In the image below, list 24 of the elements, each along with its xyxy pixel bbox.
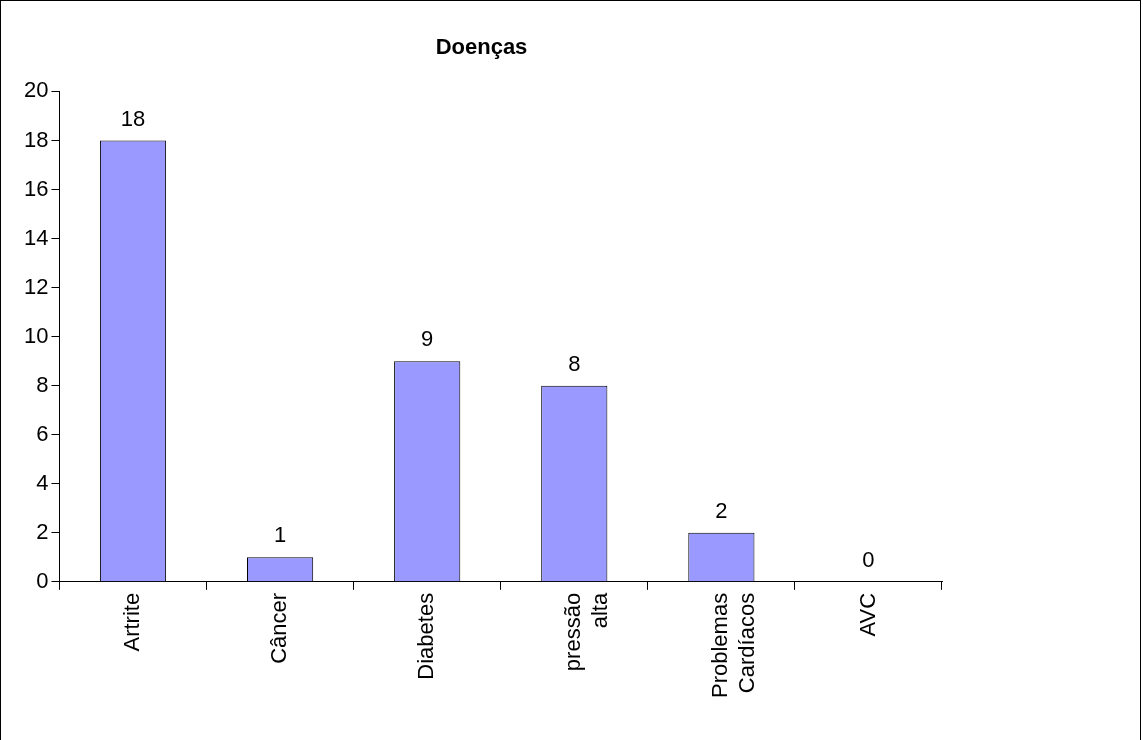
x-tick-label: Artrite xyxy=(119,592,145,652)
y-tick-label: 14 xyxy=(23,224,49,250)
y-tick-label: 2 xyxy=(36,518,49,544)
y-tick-label: 20 xyxy=(23,77,49,103)
data-label: 9 xyxy=(421,326,434,352)
data-label: 18 xyxy=(120,105,146,131)
x-tick-label: AVC xyxy=(854,592,880,637)
y-tick-label: 8 xyxy=(36,371,49,397)
y-tick-label: 10 xyxy=(23,322,49,348)
y-tick-label: 6 xyxy=(36,420,49,446)
chart-title: Doenças xyxy=(435,34,528,60)
data-label: 1 xyxy=(273,522,287,548)
data-label: 8 xyxy=(568,350,581,376)
x-tick-label: pressão alta xyxy=(560,592,612,672)
y-tick-label: 4 xyxy=(36,469,49,495)
y-tick-label: 18 xyxy=(23,126,49,152)
y-tick-label: 12 xyxy=(23,273,49,299)
y-tick-label: 16 xyxy=(23,175,49,201)
data-label: 2 xyxy=(715,497,728,523)
data-label: 0 xyxy=(862,546,875,572)
x-tick-label: Problemas Cardíacos xyxy=(707,592,759,698)
x-tick-label: Diabetes xyxy=(413,592,439,680)
x-tick-label: Câncer xyxy=(266,592,292,664)
y-tick-label: 0 xyxy=(36,567,49,593)
